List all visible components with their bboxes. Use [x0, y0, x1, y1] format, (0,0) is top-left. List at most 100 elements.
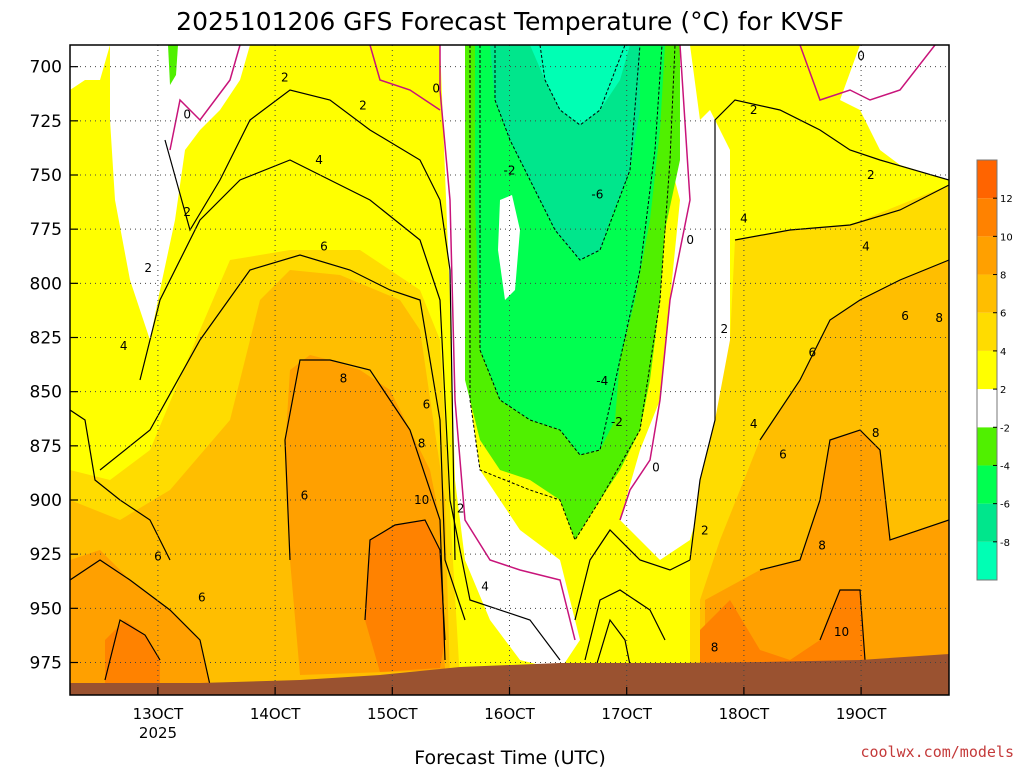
x-tick-label: 19OCT [836, 705, 887, 723]
contour-label: 2 [144, 261, 152, 275]
contour-10-right [819, 589, 866, 661]
contour-label: 4 [315, 153, 323, 167]
colorbar-tick-label: 4 [1000, 347, 1006, 358]
contour-label: -4 [596, 374, 608, 388]
contour-label: 6 [423, 398, 431, 412]
x-tick-label: 14OCT [250, 705, 301, 723]
contour-label: -2 [504, 164, 516, 178]
zero-line-topright [799, 45, 936, 101]
colorbar-tick-label: -4 [1000, 461, 1010, 472]
band-right-8c [705, 430, 949, 690]
x-tick-label: 16OCT [484, 705, 535, 723]
band-zero-mid [440, 45, 580, 670]
contour-label: 0 [686, 233, 694, 247]
contour-10 [364, 519, 446, 641]
contour-label: 4 [120, 339, 128, 353]
contour-label: 4 [740, 211, 748, 225]
contour-label: 6 [301, 489, 309, 503]
contour-label: 0 [183, 107, 191, 121]
colorbar-frame [976, 159, 998, 581]
contour-label: 8 [340, 372, 348, 386]
contour-2 [164, 89, 456, 561]
zero-line-right [619, 45, 691, 521]
y-tick-label: 875 [30, 437, 62, 457]
x-axis-label: Forecast Time (UTC) [414, 747, 605, 768]
y-tick-label: 725 [30, 112, 62, 132]
contour-label: 2 [701, 523, 709, 537]
contour-label: 8 [818, 539, 826, 553]
y-tick-label: 825 [30, 329, 62, 349]
contour-label: 2 [867, 168, 875, 182]
contour-2-right [689, 99, 949, 561]
colorbar-swatch [977, 541, 997, 580]
zero-line-mid [439, 45, 576, 641]
y-tick-label: 700 [30, 58, 62, 78]
colorbar-swatch [977, 503, 997, 542]
y-tick-label: 950 [30, 599, 62, 619]
contour-neg6 [494, 45, 641, 261]
contour-4 [139, 159, 561, 661]
chart-title: 2025101206 GFS Forecast Temperature (°C)… [176, 7, 844, 36]
contour-label: 10 [414, 493, 429, 507]
contour-label: 8 [935, 311, 943, 325]
contour-label: 2 [183, 205, 191, 219]
grid-lines [70, 45, 949, 695]
y-tick-label: 925 [30, 545, 62, 565]
contour-label: 6 [320, 240, 328, 254]
contour-8 [284, 359, 446, 661]
y-tick-label: 900 [30, 491, 62, 511]
contour-label: 0 [857, 49, 865, 63]
contour-label: 10 [834, 625, 849, 639]
contour-label: 6 [154, 549, 162, 563]
contour-6-left [70, 559, 211, 686]
contour-neg8 [539, 45, 626, 126]
contour-label: 0 [652, 461, 660, 475]
contour-4-mid [584, 589, 666, 661]
colorbar: -8 -6 -4 -2 2 4 6 8 10 12 [976, 159, 1013, 581]
credit-text: coolwx.com/models [860, 743, 1014, 761]
colorbar-swatch [977, 236, 997, 275]
contour-label: 8 [872, 426, 880, 440]
y-tick-label: 750 [30, 166, 62, 186]
contour-label: 8 [418, 437, 426, 451]
colorbar-swatch [977, 312, 997, 351]
contour-label: 2 [359, 99, 367, 113]
zero-line-top [369, 45, 441, 111]
colorbar-tick-label: 6 [1000, 309, 1006, 320]
x-tick-label: 17OCT [601, 705, 652, 723]
contour-label: 8 [711, 640, 719, 654]
band-zero-left [110, 45, 250, 340]
contour-label: 4 [750, 417, 758, 431]
contour-label: 6 [901, 309, 909, 323]
terrain [70, 654, 949, 695]
contour-6-mid [594, 618, 631, 671]
colorbar-tick-label: 10 [1000, 232, 1013, 243]
contour-label: 6 [808, 346, 816, 360]
contour-6-right [759, 259, 949, 441]
band-zero-topright [840, 45, 949, 180]
band-cold-pocket [498, 195, 520, 300]
contours-zero [169, 45, 936, 641]
contour-4-right [734, 184, 949, 241]
contour-label: 2 [281, 71, 289, 85]
plot-area: 0 2 2 4 2 2 6 4 8 6 8 6 10 2 6 6 4 0 -2 -6 -4 -2 0 0 2 2 4 2 4 6 6 8 8 8 1… [70, 45, 949, 695]
band-zero-topleft [70, 45, 110, 90]
y-axis: 700 725 750 775 800 825 850 875 900 925 950 975 [30, 58, 78, 674]
x-tick-label: 15OCT [367, 705, 418, 723]
contour-label: 0 [432, 81, 440, 95]
y-tick-label: 800 [30, 274, 62, 294]
zero-line-left [169, 45, 241, 151]
x-axis: 13OCT 14OCT 15OCT 16OCT 17OCT 18OCT 19OCT [133, 687, 887, 723]
colorbar-swatch [977, 198, 997, 237]
y-tick-label: 975 [30, 654, 62, 674]
contour-label: 2 [457, 502, 465, 516]
contour-label: 4 [862, 240, 870, 254]
contour-neg2 [469, 45, 676, 542]
contours-cold [469, 45, 676, 542]
x-tick-label: 13OCT [133, 705, 184, 723]
contour-label: -6 [591, 188, 603, 202]
colorbar-tick-label: 8 [1000, 271, 1006, 282]
colorbar-swatch [977, 465, 997, 504]
x-tick-label: 18OCT [719, 705, 770, 723]
